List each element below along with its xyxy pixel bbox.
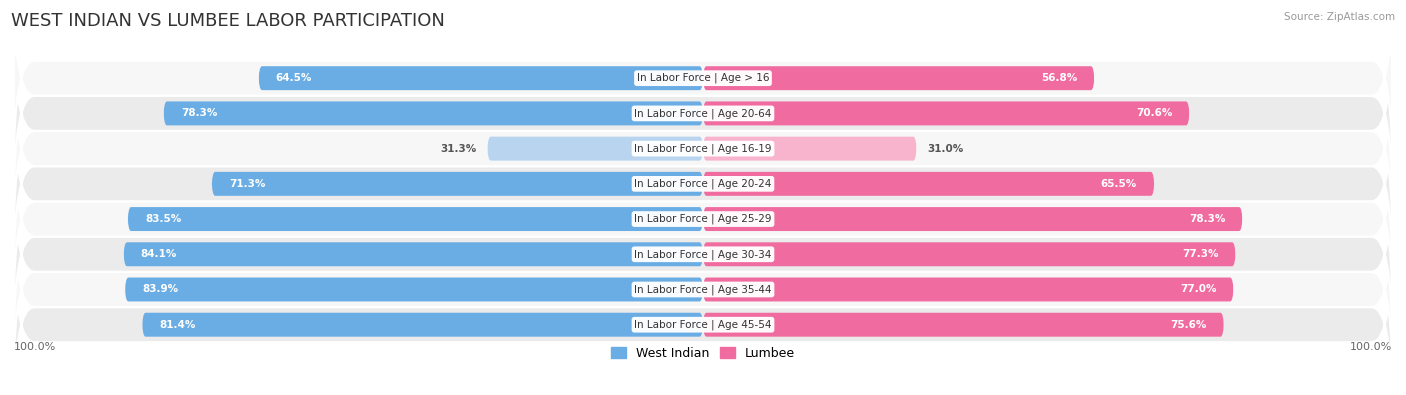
Text: In Labor Force | Age 35-44: In Labor Force | Age 35-44 [634,284,772,295]
FancyBboxPatch shape [212,172,703,196]
Text: In Labor Force | Age 45-54: In Labor Force | Age 45-54 [634,320,772,330]
Text: 84.1%: 84.1% [141,249,177,259]
Text: 100.0%: 100.0% [1350,342,1392,352]
Text: 81.4%: 81.4% [159,320,195,330]
FancyBboxPatch shape [14,237,1392,395]
FancyBboxPatch shape [703,102,1189,125]
Text: In Labor Force | Age 16-19: In Labor Force | Age 16-19 [634,143,772,154]
Text: 100.0%: 100.0% [14,342,56,352]
Text: Source: ZipAtlas.com: Source: ZipAtlas.com [1284,12,1395,22]
FancyBboxPatch shape [163,102,703,125]
FancyBboxPatch shape [14,60,1392,237]
Text: 65.5%: 65.5% [1101,179,1137,189]
FancyBboxPatch shape [124,242,703,266]
Text: 64.5%: 64.5% [276,73,312,83]
FancyBboxPatch shape [14,25,1392,201]
FancyBboxPatch shape [125,278,703,301]
Text: 77.0%: 77.0% [1180,284,1216,295]
FancyBboxPatch shape [703,207,1243,231]
FancyBboxPatch shape [14,0,1392,166]
Text: In Labor Force | Age 25-29: In Labor Force | Age 25-29 [634,214,772,224]
Text: 71.3%: 71.3% [229,179,266,189]
FancyBboxPatch shape [14,201,1392,378]
FancyBboxPatch shape [703,242,1236,266]
FancyBboxPatch shape [703,137,917,161]
Text: WEST INDIAN VS LUMBEE LABOR PARTICIPATION: WEST INDIAN VS LUMBEE LABOR PARTICIPATIO… [11,12,446,30]
FancyBboxPatch shape [703,313,1223,337]
FancyBboxPatch shape [142,313,703,337]
Text: 78.3%: 78.3% [1189,214,1225,224]
FancyBboxPatch shape [128,207,703,231]
Text: 75.6%: 75.6% [1170,320,1206,330]
Text: 77.3%: 77.3% [1182,249,1219,259]
FancyBboxPatch shape [703,278,1233,301]
Text: In Labor Force | Age 30-34: In Labor Force | Age 30-34 [634,249,772,260]
FancyBboxPatch shape [703,66,1094,90]
Text: 83.5%: 83.5% [145,214,181,224]
Text: In Labor Force | Age 20-64: In Labor Force | Age 20-64 [634,108,772,118]
FancyBboxPatch shape [14,166,1392,342]
Text: 83.9%: 83.9% [142,284,179,295]
Legend: West Indian, Lumbee: West Indian, Lumbee [606,342,800,365]
Text: 78.3%: 78.3% [181,108,217,118]
Text: In Labor Force | Age > 16: In Labor Force | Age > 16 [637,73,769,83]
FancyBboxPatch shape [703,172,1154,196]
Text: 31.3%: 31.3% [440,144,477,154]
FancyBboxPatch shape [14,131,1392,307]
Text: In Labor Force | Age 20-24: In Labor Force | Age 20-24 [634,179,772,189]
FancyBboxPatch shape [14,96,1392,272]
FancyBboxPatch shape [259,66,703,90]
Text: 56.8%: 56.8% [1040,73,1077,83]
Text: 31.0%: 31.0% [927,144,963,154]
Text: 70.6%: 70.6% [1136,108,1173,118]
FancyBboxPatch shape [488,137,703,161]
